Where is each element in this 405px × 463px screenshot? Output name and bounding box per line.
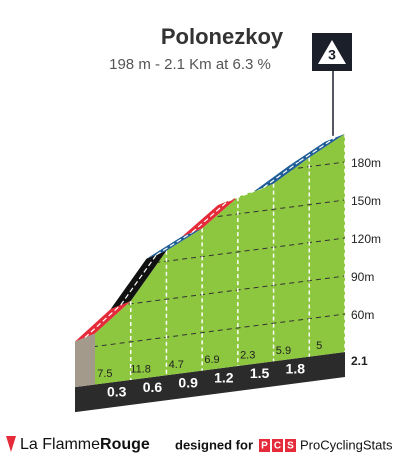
y-tick-label: 180m [351,156,381,170]
x-tick-label: 1.5 [250,365,270,381]
category-badge: 3 [312,33,352,71]
pcs-letter: C [274,441,281,452]
gradient-segment [182,197,238,237]
flame-icon [6,436,16,452]
front-face [75,333,95,388]
chart-title: Polonezkoy [161,24,284,49]
chart-subtitle: 198 m - 2.1 Km at 6.3 % [109,56,271,73]
x-tick-label: 1.8 [286,360,306,376]
designed-for: designed for [175,437,253,452]
gradient-label: 6.9 [204,354,219,366]
gradient-segment [110,250,167,309]
profile-area [95,133,345,385]
x-tick-label: 0.6 [143,379,163,395]
gradient-label: 11.8 [130,363,151,375]
y-tick-label: 120m [351,232,381,246]
site-name: ProCyclingStats [300,437,393,452]
badge-label: 3 [328,47,336,63]
gradient-segment [289,133,345,166]
pcs-box [272,439,283,452]
gradient-label: 2.3 [240,350,255,362]
badge-triangle [318,40,346,64]
gradient-label: 5 [316,340,322,352]
y-tick-label: 60m [351,308,374,322]
x-tick-label: 0.9 [178,374,198,390]
road-line [227,187,264,202]
road-line [298,137,336,162]
base-bar [75,352,345,413]
pcs-box [285,439,296,452]
grid-line [95,313,345,350]
x-tick-label: 2.1 [351,354,368,368]
gradient-segment [253,157,310,192]
gradient-label: 7.5 [97,368,112,380]
road-line [120,254,157,306]
y-tick-label: 150m [351,194,381,208]
pcs-letter: S [287,441,294,452]
x-tick-label: 0.3 [107,384,127,400]
gradient-segment [146,228,203,259]
x-tick-label: 1.2 [214,370,234,386]
y-tick-label: 90m [351,270,374,284]
brand-a: La Flamme [20,436,100,453]
pcs-letter: P [261,441,268,452]
road-line [156,231,193,256]
gradient-label: 5.9 [276,345,291,357]
pcs-box [259,439,270,452]
footer: La FlammeRouge designed for P C S ProCyc… [6,436,393,453]
road-line [84,304,122,338]
gradient-label: 4.7 [169,359,184,371]
road-line [263,160,300,189]
brand-b: Rouge [100,436,150,453]
brand: La FlammeRouge [20,436,150,453]
